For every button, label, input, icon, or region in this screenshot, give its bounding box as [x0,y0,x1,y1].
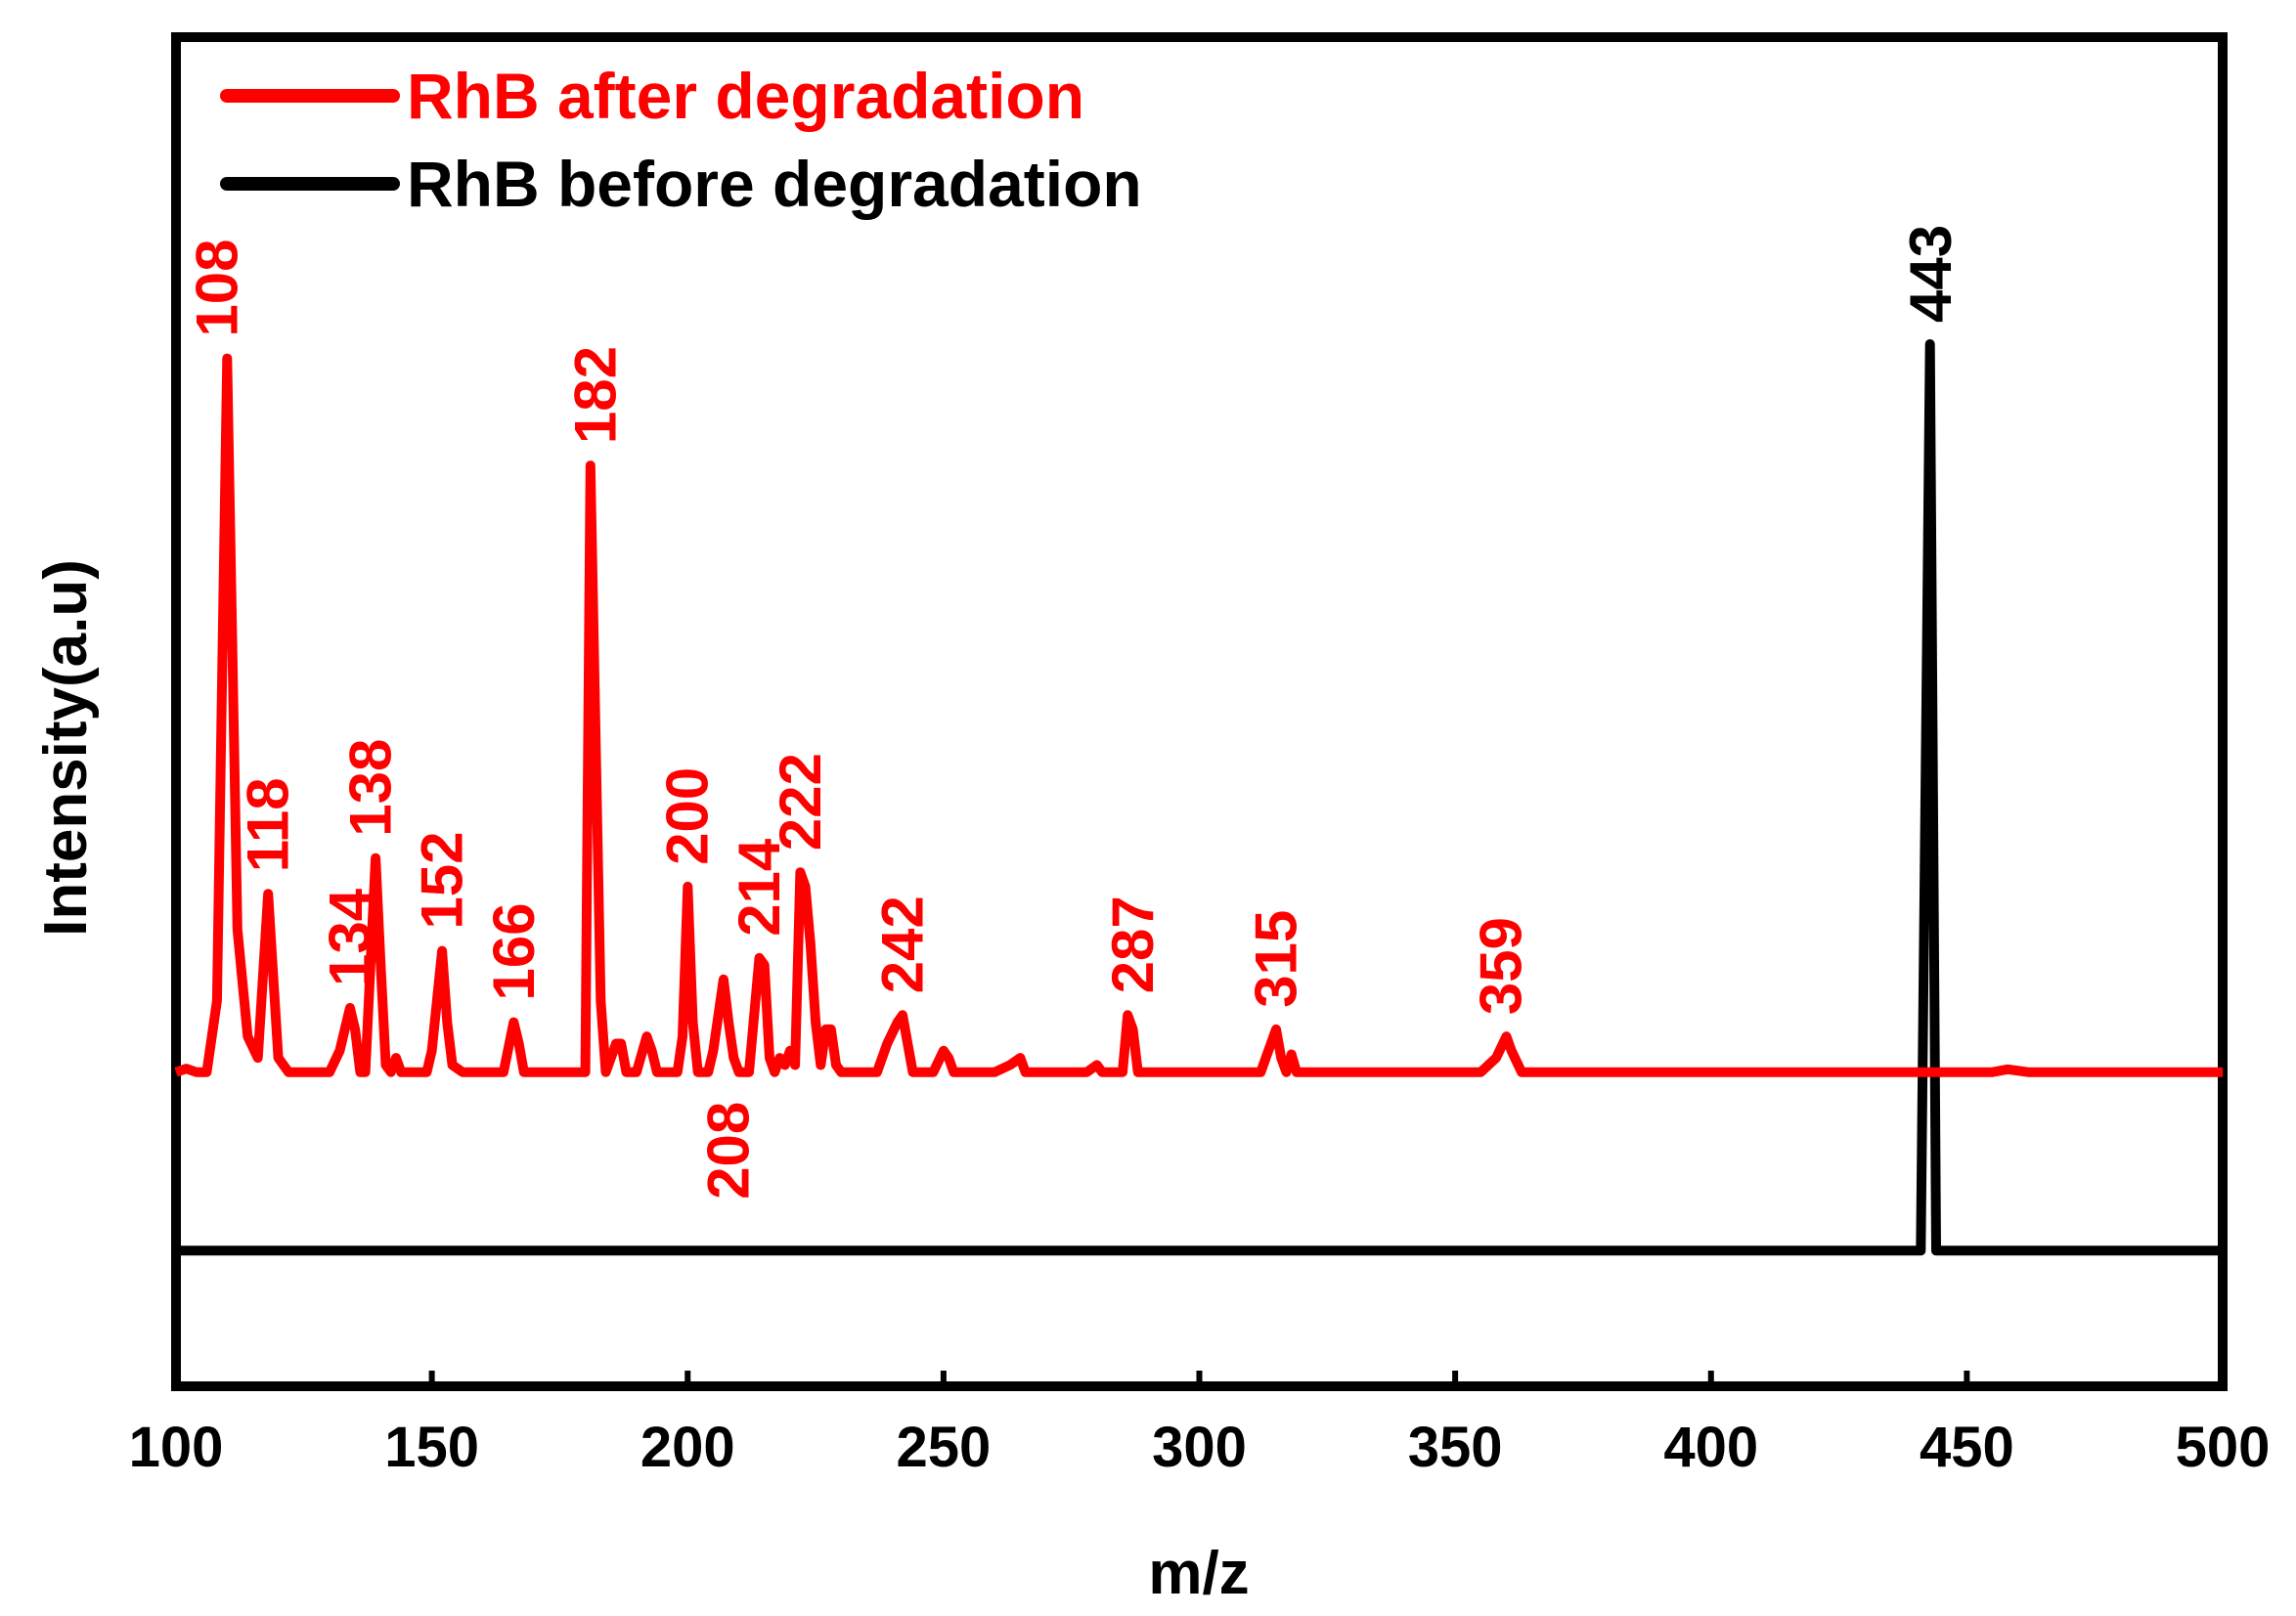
x-tick-label-400: 400 [1663,1416,1758,1479]
peak-label-134: 134 [317,888,382,986]
series-line-rhb-after-degradation [174,353,2223,1077]
peak-label-138: 138 [337,739,403,837]
series-line-rhb-before-degradation [176,339,2223,1256]
peak-label-287: 287 [1100,895,1166,993]
peak-label-118: 118 [236,777,301,872]
peak-label-242: 242 [870,895,936,993]
peak-label-214: 214 [727,838,792,937]
peak-label-208: 208 [696,1102,762,1200]
x-tick-label-150: 150 [384,1416,479,1479]
x-tick-label-350: 350 [1408,1416,1503,1479]
x-axis-tick-labels: 100 150 200 250 300 350 400 450 500 [129,1416,2271,1479]
y-axis-title: Intensity(a.u) [32,559,100,937]
peak-label-152: 152 [410,831,475,929]
peak-label-222: 222 [768,753,833,851]
peak-label-182: 182 [563,346,629,444]
x-axis-ticks [173,1371,2226,1386]
x-tick-label-200: 200 [640,1416,735,1479]
x-tick-label-250: 250 [896,1416,991,1479]
legend-label-before: RhB before degradation [407,148,1142,220]
peak-label-315: 315 [1243,910,1308,1008]
peak-label-166: 166 [481,903,547,1001]
x-axis-title: m/z [1148,1540,1249,1607]
peak-label-200: 200 [655,767,721,865]
legend: RhB after degradation RhB before degrada… [220,60,1142,220]
x-tick-label-450: 450 [1920,1416,2014,1479]
x-tick-label-100: 100 [129,1416,224,1479]
x-tick-label-500: 500 [2176,1416,2271,1479]
x-tick-label-300: 300 [1152,1416,1247,1479]
legend-label-after: RhB after degradation [407,60,1084,132]
peak-label-359: 359 [1469,917,1534,1015]
series-layer [174,339,2223,1256]
peak-label-443: 443 [1898,225,1964,323]
peak-label-108: 108 [184,239,249,336]
